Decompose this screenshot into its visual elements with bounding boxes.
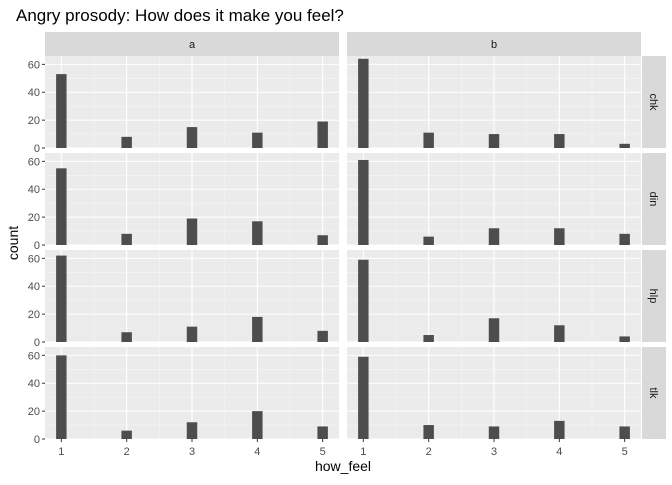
bar-b-hlp-5 — [619, 336, 630, 342]
chart-title: Angry prosody: How does it make you feel… — [16, 6, 344, 25]
panel-b-din — [347, 153, 641, 246]
row-strip-label-hlp: hlp — [647, 289, 659, 304]
panel-b-chk — [347, 56, 641, 149]
bar-a-chk-5 — [317, 121, 328, 148]
y-tick-label: 0 — [34, 240, 40, 252]
x-tick-label: 2 — [426, 446, 432, 458]
x-tick-label: 3 — [491, 446, 497, 458]
x-tick-label: 4 — [254, 446, 260, 458]
row-strip-label-chk: chk — [647, 93, 659, 111]
bar-a-din-2 — [121, 233, 132, 245]
bar-b-chk-3 — [488, 134, 500, 148]
row-strip-tlk — [642, 347, 666, 439]
bar-b-tlk-1 — [358, 356, 369, 439]
bar-b-tlk-5 — [619, 426, 630, 439]
bar-b-hlp-1 — [358, 259, 369, 342]
x-tick-label: 1 — [58, 446, 64, 458]
bar-b-tlk-2 — [423, 425, 434, 439]
bar-a-hlp-5 — [317, 330, 328, 342]
bar-b-hlp-3 — [488, 318, 500, 342]
y-tick-label: 60 — [28, 253, 40, 265]
bar-b-tlk-3 — [488, 426, 500, 439]
bar-b-din-1 — [358, 159, 369, 245]
bar-a-hlp-4 — [252, 316, 263, 342]
y-tick-label: 20 — [28, 406, 40, 418]
bar-b-chk-5 — [619, 143, 630, 148]
panel-a-din — [45, 153, 339, 246]
column-strip-label-a: a — [189, 39, 196, 51]
y-tick-label: 40 — [28, 184, 40, 196]
bar-a-chk-3 — [186, 127, 198, 148]
x-tick-label: 5 — [622, 446, 628, 458]
bar-b-din-5 — [619, 233, 630, 245]
column-strip-label-b: b — [491, 39, 497, 51]
row-strip-hlp — [642, 250, 666, 342]
row-strip-label-tlk: tlk — [647, 388, 659, 400]
bar-a-tlk-1 — [56, 355, 67, 439]
bar-b-din-2 — [423, 236, 434, 245]
y-tick-label: 60 — [28, 156, 40, 168]
row-strip-label-din: din — [647, 192, 659, 207]
x-tick-label: 4 — [556, 446, 562, 458]
x-tick-label: 5 — [320, 446, 326, 458]
bar-b-chk-1 — [358, 58, 369, 148]
bar-a-hlp-3 — [186, 326, 198, 342]
bar-b-din-4 — [554, 228, 565, 245]
y-tick-label: 40 — [28, 378, 40, 390]
panel-a-chk — [45, 56, 339, 149]
x-tick-label: 1 — [360, 446, 366, 458]
bar-a-din-4 — [252, 221, 263, 245]
bar-b-tlk-4 — [554, 420, 565, 439]
bar-a-tlk-5 — [317, 426, 328, 439]
panel-a-hlp — [45, 250, 339, 343]
bar-a-hlp-2 — [121, 332, 132, 342]
y-tick-label: 20 — [28, 309, 40, 321]
y-tick-label: 40 — [28, 281, 40, 293]
y-axis-title: count — [5, 226, 21, 260]
y-tick-label: 60 — [28, 59, 40, 71]
panel-a-tlk — [45, 347, 339, 440]
y-tick-label: 0 — [34, 143, 40, 155]
y-tick-label: 40 — [28, 87, 40, 99]
column-strip-a — [45, 32, 339, 56]
bar-a-din-5 — [317, 235, 328, 245]
bar-b-hlp-2 — [423, 335, 434, 342]
bar-a-tlk-2 — [121, 430, 132, 439]
y-tick-label: 0 — [34, 337, 40, 349]
bar-a-din-3 — [186, 218, 198, 245]
bar-b-chk-2 — [423, 132, 434, 148]
bar-a-chk-2 — [121, 136, 132, 148]
bar-a-chk-1 — [56, 74, 67, 148]
bar-b-din-3 — [488, 228, 500, 245]
panel-b-tlk — [347, 347, 641, 440]
bar-a-din-1 — [56, 168, 67, 245]
column-strip-b — [347, 32, 641, 56]
bar-a-chk-4 — [252, 132, 263, 148]
bar-a-hlp-1 — [56, 255, 67, 342]
row-strip-din — [642, 153, 666, 245]
bar-a-tlk-3 — [186, 422, 198, 439]
x-axis-title: how_feel — [315, 458, 371, 474]
y-tick-label: 20 — [28, 115, 40, 127]
y-tick-label: 60 — [28, 350, 40, 362]
y-tick-label: 0 — [34, 434, 40, 446]
panels: a bchkdinhlptlk02040600204060020406002040… — [28, 32, 666, 458]
row-strip-chk — [642, 56, 666, 148]
bar-b-chk-4 — [554, 134, 565, 148]
panel-b-hlp — [347, 250, 641, 343]
x-tick-label: 3 — [189, 446, 195, 458]
x-tick-label: 2 — [124, 446, 130, 458]
bar-b-hlp-4 — [554, 325, 565, 342]
bar-a-tlk-4 — [252, 411, 263, 439]
y-tick-label: 20 — [28, 212, 40, 224]
